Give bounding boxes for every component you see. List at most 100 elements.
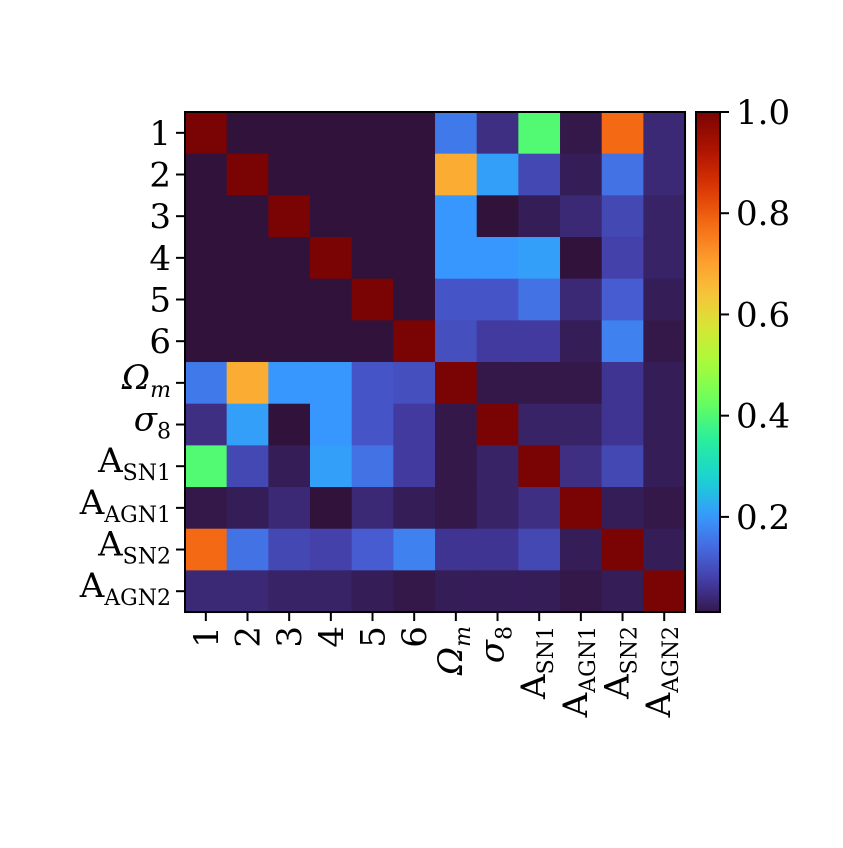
heatmap-cell-r6-c7 xyxy=(435,320,478,363)
heatmap-cell-r7-c3 xyxy=(268,362,311,405)
heatmap-cell-r1-c1 xyxy=(185,112,228,155)
heatmap-cell-r7-c8 xyxy=(476,362,519,405)
y-tick-label-3: 3 xyxy=(149,197,171,237)
colorbar-tick-label-1: 0.2 xyxy=(736,498,790,538)
heatmap-cell-r5-c6 xyxy=(393,278,436,321)
heatmap-cell-r3-c5 xyxy=(351,195,394,238)
heatmap-cell-r7-c5 xyxy=(351,362,394,405)
heatmap-cell-r10-c8 xyxy=(476,487,519,530)
heatmap-cell-r8-c3 xyxy=(268,403,311,446)
heatmap-cell-r6-c3 xyxy=(268,320,311,363)
heatmap-cell-r8-c9 xyxy=(518,403,561,446)
heatmap-cell-r7-c4 xyxy=(310,362,353,405)
heatmap-cell-r10-c5 xyxy=(351,487,394,530)
heatmap-cell-r7-c6 xyxy=(393,362,436,405)
heatmap-cell-r5-c9 xyxy=(518,278,561,321)
y-tick-label-1: 1 xyxy=(149,114,171,154)
heatmap-cell-r10-c4 xyxy=(310,487,353,530)
heatmap-cell-r12-c3 xyxy=(268,570,311,613)
x-tick-label-5: 5 xyxy=(354,626,394,648)
heatmap-cell-r2-c11 xyxy=(601,153,644,196)
heatmap-cell-r7-c12 xyxy=(643,362,686,405)
heatmap-cell-r8-c6 xyxy=(393,403,436,446)
x-tick-label-8: σ8 xyxy=(473,626,518,663)
heatmap-cell-r10-c6 xyxy=(393,487,436,530)
heatmap-cell-r1-c9 xyxy=(518,112,561,155)
heatmap-cells xyxy=(185,112,686,613)
heatmap-cell-r12-c8 xyxy=(476,570,519,613)
heatmap-cell-r4-c1 xyxy=(185,237,228,280)
x-tick-label-10: AAGN1 xyxy=(556,626,601,718)
heatmap-cell-r11-c11 xyxy=(601,528,644,571)
heatmap-cell-r11-c8 xyxy=(476,528,519,571)
colorbar-tick-label-2: 0.4 xyxy=(736,397,790,437)
heatmap-cell-r2-c1 xyxy=(185,153,228,196)
heatmap-cell-r10-c9 xyxy=(518,487,561,530)
heatmap-cell-r1-c11 xyxy=(601,112,644,155)
heatmap-cell-r8-c4 xyxy=(310,403,353,446)
heatmap-cell-r2-c5 xyxy=(351,153,394,196)
x-tick-label-11: ASN2 xyxy=(598,626,643,700)
heatmap-cell-r3-c12 xyxy=(643,195,686,238)
heatmap-cell-r1-c4 xyxy=(310,112,353,155)
heatmap-cell-r5-c7 xyxy=(435,278,478,321)
heatmap-cell-r6-c8 xyxy=(476,320,519,363)
heatmap-cell-r11-c7 xyxy=(435,528,478,571)
y-tick-label-4: 4 xyxy=(149,239,171,279)
heatmap-cell-r8-c2 xyxy=(226,403,269,446)
heatmap-cell-r4-c8 xyxy=(476,237,519,280)
heatmap-cell-r6-c12 xyxy=(643,320,686,363)
y-tick-label-2: 2 xyxy=(149,156,171,196)
heatmap-cell-r4-c5 xyxy=(351,237,394,280)
heatmap-cell-r8-c12 xyxy=(643,403,686,446)
heatmap-cell-r3-c11 xyxy=(601,195,644,238)
heatmap-cell-r11-c10 xyxy=(560,528,603,571)
heatmap-cell-r9-c12 xyxy=(643,445,686,488)
x-tick-label-12: AAGN2 xyxy=(639,626,684,718)
heatmap-cell-r3-c6 xyxy=(393,195,436,238)
heatmap-cell-r4-c4 xyxy=(310,237,353,280)
heatmap-cell-r4-c7 xyxy=(435,237,478,280)
heatmap-cell-r11-c5 xyxy=(351,528,394,571)
heatmap-cell-r4-c10 xyxy=(560,237,603,280)
heatmap-cell-r5-c5 xyxy=(351,278,394,321)
heatmap-cell-r3-c2 xyxy=(226,195,269,238)
y-tick-label-7: Ωm xyxy=(121,358,171,403)
heatmap-cell-r2-c12 xyxy=(643,153,686,196)
heatmap-cell-r12-c1 xyxy=(185,570,228,613)
x-tick-label-7: Ωm xyxy=(431,626,476,676)
heatmap-cell-r11-c2 xyxy=(226,528,269,571)
heatmap-cell-r4-c6 xyxy=(393,237,436,280)
heatmap-cell-r7-c7 xyxy=(435,362,478,405)
heatmap-cell-r4-c11 xyxy=(601,237,644,280)
colorbar-tick-label-5: 1.0 xyxy=(736,93,790,133)
heatmap-cell-r9-c3 xyxy=(268,445,311,488)
heatmap-cell-r6-c10 xyxy=(560,320,603,363)
heatmap-cell-r11-c4 xyxy=(310,528,353,571)
y-tick-label-9: ASN1 xyxy=(97,441,171,486)
heatmap-cell-r11-c1 xyxy=(185,528,228,571)
heatmap-cell-r12-c5 xyxy=(351,570,394,613)
heatmap-cell-r2-c9 xyxy=(518,153,561,196)
heatmap-cell-r10-c12 xyxy=(643,487,686,530)
heatmap-cell-r12-c11 xyxy=(601,570,644,613)
y-tick-label-6: 6 xyxy=(149,322,171,362)
heatmap-cell-r6-c5 xyxy=(351,320,394,363)
heatmap-cell-r9-c8 xyxy=(476,445,519,488)
heatmap-cell-r2-c2 xyxy=(226,153,269,196)
heatmap-cell-r2-c8 xyxy=(476,153,519,196)
heatmap-cell-r5-c2 xyxy=(226,278,269,321)
colorbar xyxy=(695,111,721,614)
heatmap-cell-r7-c11 xyxy=(601,362,644,405)
heatmap-cell-r3-c3 xyxy=(268,195,311,238)
heatmap-cell-r11-c9 xyxy=(518,528,561,571)
heatmap-cell-r12-c4 xyxy=(310,570,353,613)
heatmap-cell-r3-c10 xyxy=(560,195,603,238)
heatmap-cell-r3-c8 xyxy=(476,195,519,238)
heatmap-cell-r10-c3 xyxy=(268,487,311,530)
heatmap-cell-r12-c10 xyxy=(560,570,603,613)
x-tick-label-6: 6 xyxy=(395,626,435,648)
heatmap-cell-r10-c1 xyxy=(185,487,228,530)
heatmap-cell-r12-c9 xyxy=(518,570,561,613)
